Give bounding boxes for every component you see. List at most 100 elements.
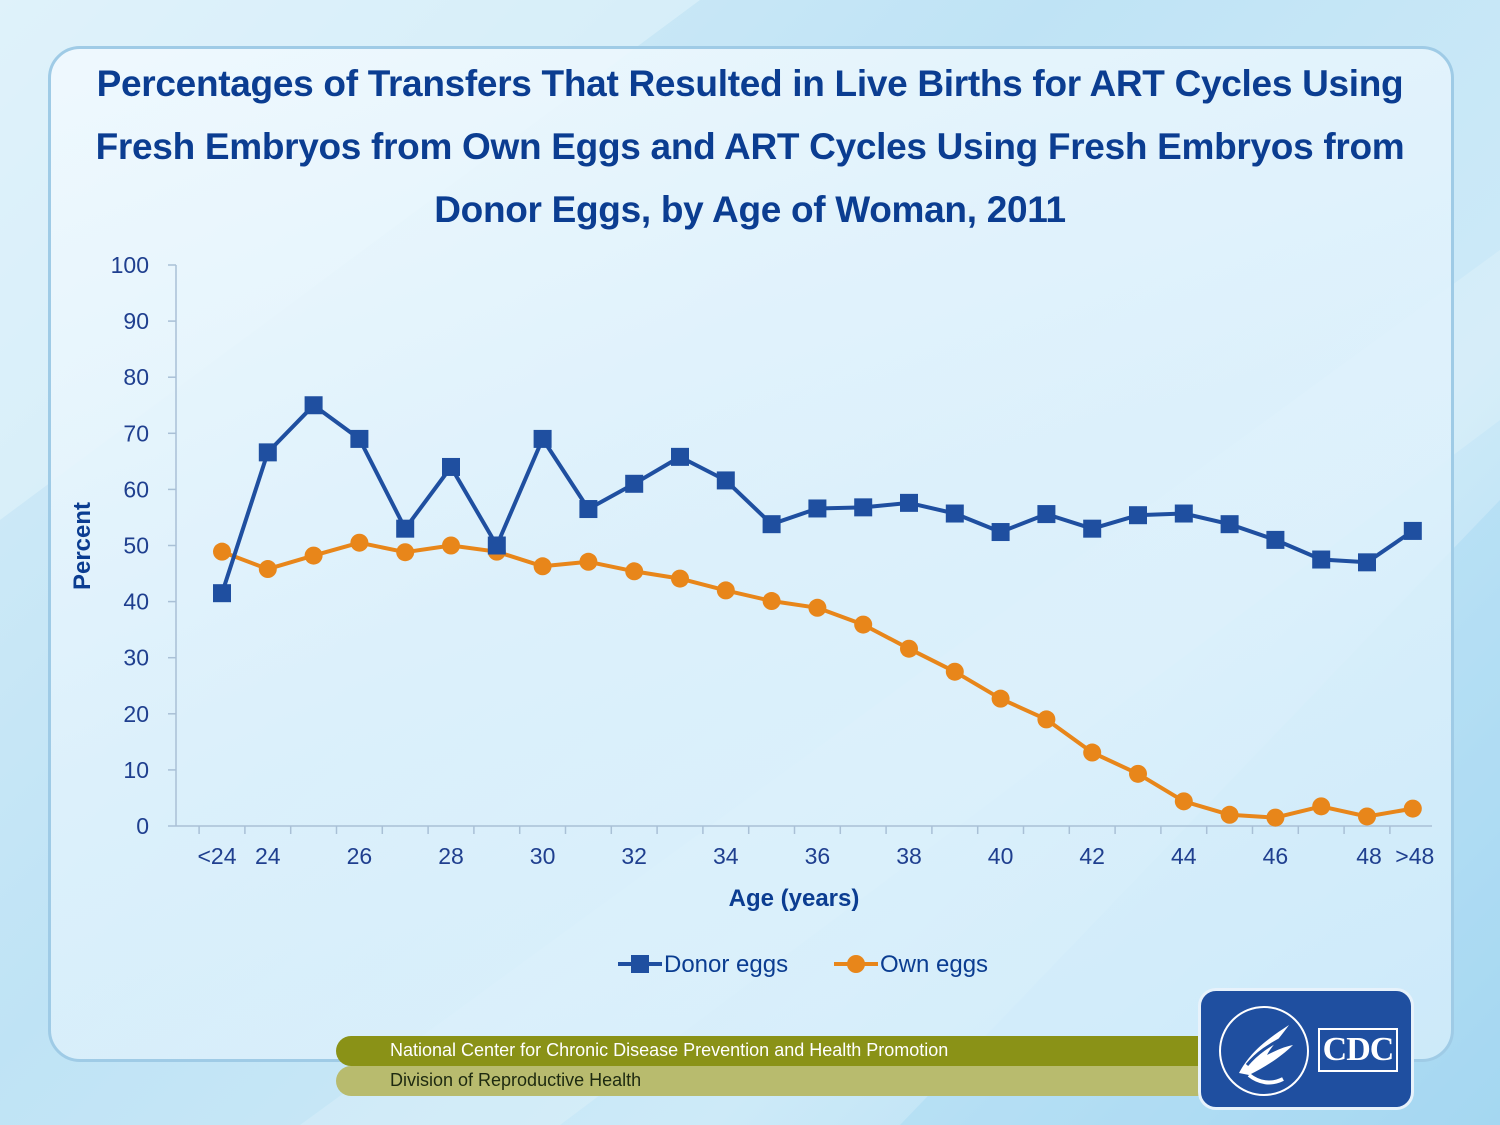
donor-eggs-point	[1083, 519, 1102, 538]
donor-eggs-point	[350, 429, 369, 448]
donor-eggs-point	[1266, 530, 1285, 549]
series-layer	[213, 396, 1422, 827]
own-eggs-point	[808, 598, 827, 617]
donor-eggs-point	[487, 536, 506, 555]
x-tick-label: 48	[1356, 843, 1382, 869]
own-eggs-point	[1174, 792, 1193, 811]
cdc-wordmark: CDC	[1318, 1028, 1398, 1072]
donor-eggs-point	[213, 584, 231, 603]
y-tick-label: 10	[123, 757, 149, 783]
series-own-eggs	[213, 533, 1422, 827]
donor-eggs-point	[1312, 550, 1331, 569]
donor-eggs-point	[533, 429, 552, 448]
y-axis-label: Percent	[69, 502, 96, 590]
legend-donor-eggs: Donor eggs	[618, 951, 788, 978]
own-eggs-point	[671, 569, 689, 588]
donor-eggs-point	[1358, 553, 1376, 572]
own-eggs-point	[1358, 807, 1376, 826]
y-tick-label: 40	[123, 589, 149, 615]
own-eggs-point	[258, 560, 277, 579]
y-tick-label: 80	[123, 364, 149, 390]
own-eggs-point	[900, 639, 918, 658]
donor-eggs-point	[396, 519, 415, 538]
donor-eggs-point	[1403, 521, 1422, 540]
donor-eggs-point	[671, 447, 689, 466]
x-tick-label: 34	[713, 843, 739, 869]
y-tick-label: 60	[123, 476, 149, 502]
content-panel	[48, 46, 1454, 1062]
x-tick-label: 38	[896, 843, 922, 869]
legend-label: Donor eggs	[664, 951, 788, 978]
legend-square-marker	[631, 955, 649, 973]
own-eggs-point	[1312, 797, 1331, 816]
own-eggs-point	[945, 662, 964, 681]
donor-eggs-point	[625, 474, 644, 493]
y-tick-label: 30	[123, 645, 149, 671]
own-eggs-point	[716, 581, 735, 600]
footer-bar-division	[336, 1066, 1206, 1096]
legend-own-eggs: Own eggs	[834, 951, 988, 978]
donor-eggs-point	[1037, 505, 1056, 524]
chart-title: Percentages of Transfers That Resulted i…	[95, 63, 1405, 230]
own-eggs-point	[579, 552, 598, 571]
x-tick-labels: <24 24 26 28 30 32 34 36 38 40 42 44 46 48 >48	[197, 843, 1434, 869]
y-tick-label: 20	[123, 701, 149, 727]
footer-division-name: Division of Reproductive Health	[390, 1070, 642, 1090]
x-tick-label: 24	[255, 843, 281, 869]
donor-eggs-point	[808, 499, 827, 518]
own-eggs-point	[1266, 808, 1285, 827]
y-tick-label: 100	[111, 252, 149, 278]
own-eggs-point	[1129, 764, 1147, 783]
donor-eggs-point	[991, 523, 1010, 542]
own-eggs-point	[1403, 799, 1422, 818]
footer-center-name: National Center for Chronic Disease Prev…	[390, 1040, 949, 1060]
own-eggs-point	[1083, 743, 1102, 762]
own-eggs-point	[854, 615, 873, 634]
donor-eggs-point	[945, 504, 964, 523]
x-axis-label: Age (years)	[729, 885, 860, 912]
legend: Donor eggs Own eggs	[618, 951, 988, 978]
cdc-logo	[1198, 988, 1414, 1110]
y-tick-label: 90	[123, 308, 149, 334]
own-eggs-point	[991, 689, 1010, 708]
x-tick-label: 46	[1263, 843, 1289, 869]
own-eggs-point	[1220, 805, 1239, 824]
x-tick-label: 44	[1171, 843, 1197, 869]
y-tick-labels: 0 10 20 30 40 50 60 70 80 90 100	[111, 252, 149, 839]
legend-circle-marker	[847, 955, 865, 973]
x-tick-label: 32	[621, 843, 647, 869]
donor-eggs-point	[854, 498, 873, 517]
donor-eggs-point	[762, 515, 781, 534]
y-tick-label: 50	[123, 533, 149, 559]
donor-eggs-point	[579, 500, 598, 519]
donor-eggs-point	[900, 493, 918, 512]
y-tick-label: 70	[123, 420, 149, 446]
x-tick-label: 26	[347, 843, 373, 869]
own-eggs-point	[396, 543, 415, 562]
own-eggs-point	[762, 592, 781, 611]
donor-eggs-point	[258, 443, 277, 462]
own-eggs-line	[221, 540, 1414, 820]
x-tick-label: >48	[1395, 843, 1434, 869]
donor-eggs-point	[442, 457, 460, 476]
own-eggs-point	[304, 546, 323, 565]
legend-label: Own eggs	[880, 951, 988, 978]
x-tick-label: 40	[988, 843, 1014, 869]
y-tick-label: 0	[136, 813, 149, 839]
donor-eggs-line	[220, 403, 1414, 594]
own-eggs-point	[350, 533, 369, 552]
x-tick-label: <24	[197, 843, 236, 869]
own-eggs-point	[625, 562, 644, 581]
own-eggs-point	[1037, 710, 1056, 729]
series-donor-eggs	[213, 396, 1422, 603]
donor-eggs-point	[716, 471, 735, 490]
x-tick-label: 28	[438, 843, 464, 869]
x-tick-label: 30	[530, 843, 556, 869]
donor-eggs-point	[304, 396, 323, 415]
footer-bar-center	[336, 1036, 1206, 1066]
x-tick-label: 42	[1079, 843, 1105, 869]
donor-eggs-point	[1129, 506, 1147, 525]
hhs-eagle-seal-icon	[1219, 1006, 1309, 1096]
chart-axes	[168, 264, 1432, 834]
